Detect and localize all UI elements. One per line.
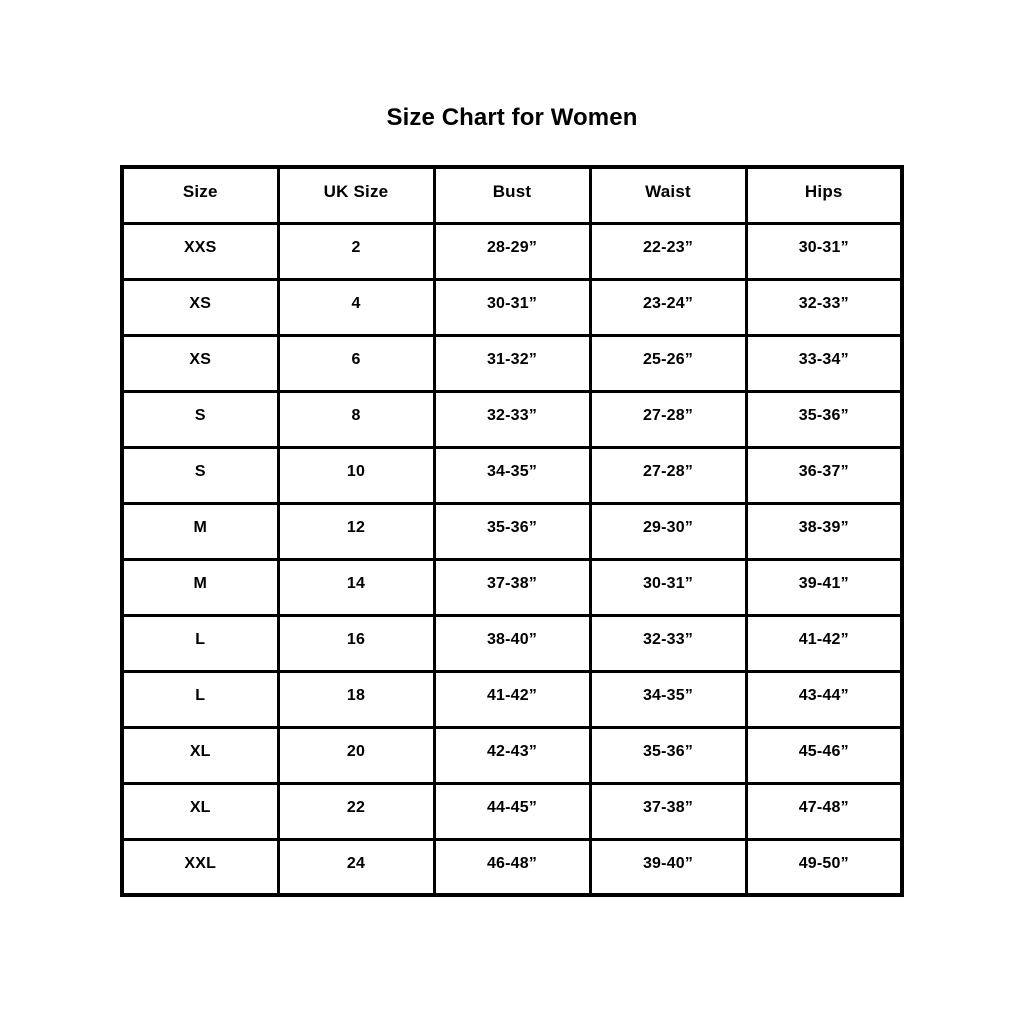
cell-size: L (120, 613, 280, 673)
table-row: XS 6 31-32” 25-26” 33-34” (120, 333, 904, 393)
table-row: XL 22 44-45” 37-38” 47-48” (120, 781, 904, 841)
cell-bust: 31-32” (432, 333, 592, 393)
cell-bust: 34-35” (432, 445, 592, 505)
cell-size: XS (120, 277, 280, 337)
cell-bust: 38-40” (432, 613, 592, 673)
column-header-size: Size (120, 165, 280, 225)
cell-waist: 27-28” (588, 389, 748, 449)
table-row: XS 4 30-31” 23-24” 32-33” (120, 277, 904, 337)
cell-hips: 43-44” (744, 669, 904, 729)
cell-waist: 32-33” (588, 613, 748, 673)
cell-uk-size: 24 (276, 837, 436, 897)
column-header-hips: Hips (744, 165, 904, 225)
cell-uk-size: 22 (276, 781, 436, 841)
cell-bust: 46-48” (432, 837, 592, 897)
cell-size: XXL (120, 837, 280, 897)
table-row: S 10 34-35” 27-28” 36-37” (120, 445, 904, 505)
cell-size: S (120, 445, 280, 505)
cell-bust: 35-36” (432, 501, 592, 561)
table-row: S 8 32-33” 27-28” 35-36” (120, 389, 904, 449)
cell-hips: 45-46” (744, 725, 904, 785)
cell-uk-size: 16 (276, 613, 436, 673)
cell-uk-size: 18 (276, 669, 436, 729)
cell-hips: 39-41” (744, 557, 904, 617)
cell-uk-size: 8 (276, 389, 436, 449)
cell-size: XXS (120, 221, 280, 281)
table-row: L 16 38-40” 32-33” 41-42” (120, 613, 904, 673)
table-header: Size UK Size Bust Waist Hips (120, 165, 904, 225)
cell-bust: 28-29” (432, 221, 592, 281)
column-header-bust: Bust (432, 165, 592, 225)
cell-hips: 47-48” (744, 781, 904, 841)
cell-bust: 37-38” (432, 557, 592, 617)
cell-hips: 33-34” (744, 333, 904, 393)
cell-bust: 30-31” (432, 277, 592, 337)
cell-uk-size: 20 (276, 725, 436, 785)
cell-size: XS (120, 333, 280, 393)
cell-uk-size: 6 (276, 333, 436, 393)
cell-waist: 23-24” (588, 277, 748, 337)
cell-uk-size: 12 (276, 501, 436, 561)
cell-bust: 44-45” (432, 781, 592, 841)
cell-hips: 41-42” (744, 613, 904, 673)
cell-bust: 32-33” (432, 389, 592, 449)
size-chart-table-container: Size UK Size Bust Waist Hips XXS 2 28-29… (120, 165, 904, 897)
table-row: XL 20 42-43” 35-36” 45-46” (120, 725, 904, 785)
cell-size: L (120, 669, 280, 729)
cell-hips: 35-36” (744, 389, 904, 449)
cell-waist: 30-31” (588, 557, 748, 617)
table-row: M 14 37-38” 30-31” 39-41” (120, 557, 904, 617)
cell-size: M (120, 501, 280, 561)
cell-hips: 49-50” (744, 837, 904, 897)
cell-size: XL (120, 781, 280, 841)
cell-uk-size: 2 (276, 221, 436, 281)
cell-hips: 38-39” (744, 501, 904, 561)
cell-hips: 30-31” (744, 221, 904, 281)
cell-waist: 29-30” (588, 501, 748, 561)
cell-hips: 36-37” (744, 445, 904, 505)
table-row: XXL 24 46-48” 39-40” 49-50” (120, 837, 904, 897)
cell-waist: 22-23” (588, 221, 748, 281)
table-row: M 12 35-36” 29-30” 38-39” (120, 501, 904, 561)
cell-waist: 39-40” (588, 837, 748, 897)
cell-uk-size: 4 (276, 277, 436, 337)
cell-bust: 41-42” (432, 669, 592, 729)
table-body: XXS 2 28-29” 22-23” 30-31” XS 4 30-31” 2… (120, 221, 904, 897)
cell-uk-size: 14 (276, 557, 436, 617)
cell-uk-size: 10 (276, 445, 436, 505)
table-header-row: Size UK Size Bust Waist Hips (120, 165, 904, 225)
cell-hips: 32-33” (744, 277, 904, 337)
cell-waist: 35-36” (588, 725, 748, 785)
cell-size: S (120, 389, 280, 449)
cell-waist: 27-28” (588, 445, 748, 505)
size-chart-table: Size UK Size Bust Waist Hips XXS 2 28-29… (120, 165, 904, 897)
cell-waist: 37-38” (588, 781, 748, 841)
cell-size: M (120, 557, 280, 617)
table-row: XXS 2 28-29” 22-23” 30-31” (120, 221, 904, 281)
table-row: L 18 41-42” 34-35” 43-44” (120, 669, 904, 729)
page-title: Size Chart for Women (386, 104, 638, 131)
cell-waist: 34-35” (588, 669, 748, 729)
cell-waist: 25-26” (588, 333, 748, 393)
cell-bust: 42-43” (432, 725, 592, 785)
column-header-waist: Waist (588, 165, 748, 225)
cell-size: XL (120, 725, 280, 785)
column-header-uk-size: UK Size (276, 165, 436, 225)
